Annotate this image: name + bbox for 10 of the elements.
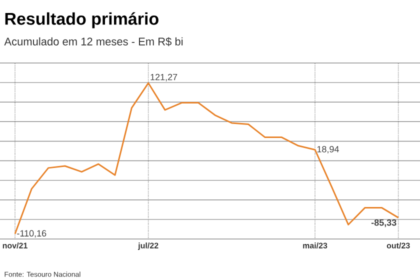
data-label: 121,27: [150, 74, 178, 82]
data-label: -85,33: [371, 219, 396, 228]
data-label: -110,16: [17, 230, 46, 238]
chart-subtitle: Acumulado em 12 meses - Em R$ bi: [4, 37, 183, 46]
x-tick-label: nov/21: [2, 242, 28, 248]
x-tick-label: out/23: [386, 242, 410, 248]
data-label: 18,94: [317, 146, 339, 154]
chart-title: Resultado primário: [5, 12, 158, 28]
x-tick-label: mai/23: [303, 242, 328, 248]
x-tick-label: jul/22: [138, 242, 158, 250]
